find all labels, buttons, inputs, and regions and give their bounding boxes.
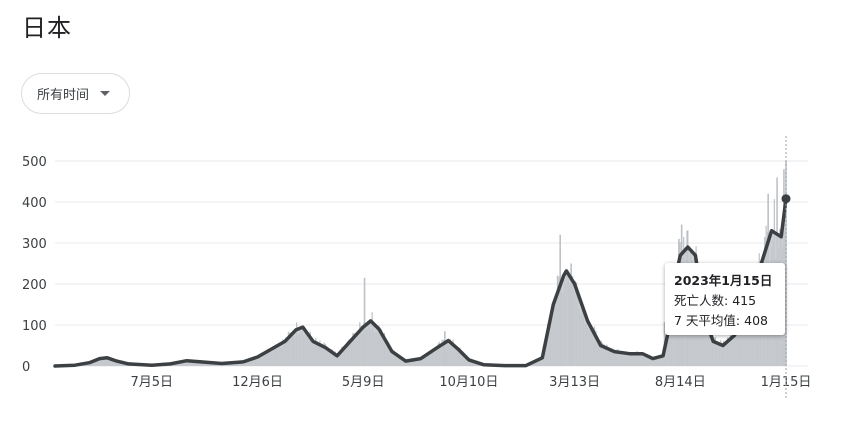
x-tick-label: 5月9日 (342, 375, 385, 390)
time-range-label: 所有时间 (37, 88, 90, 103)
x-tick-label: 3月13日 (549, 375, 600, 390)
average-area (55, 198, 786, 366)
y-tick-label: 200 (22, 278, 47, 293)
chart-tooltip: 2023年1月15日 死亡人数: 415 7 天平均值: 408 (665, 263, 785, 335)
tooltip-average-label: 7 天平均值: (674, 313, 745, 328)
tooltip-average: 7 天平均值: 408 (674, 311, 785, 331)
page-title: 日本 (22, 14, 72, 42)
x-tick-label: 7月5日 (131, 375, 174, 390)
tooltip-deaths-value: 415 (732, 293, 757, 308)
tooltip-deaths-label: 死亡人数: (674, 293, 733, 308)
x-tick-label: 8月14日 (655, 375, 706, 390)
caret-down-icon (100, 91, 111, 96)
hover-point (781, 194, 791, 204)
y-tick-label: 100 (22, 319, 47, 334)
y-tick-label: 500 (22, 155, 47, 170)
y-tick-label: 0 (22, 360, 30, 375)
tooltip-deaths: 死亡人数: 415 (674, 291, 785, 311)
tooltip-date: 2023年1月15日 (674, 273, 773, 288)
average-line (53, 196, 788, 368)
x-tick-label: 12月6日 (232, 375, 283, 390)
y-tick-label: 400 (22, 196, 47, 211)
y-tick-label: 300 (22, 237, 47, 252)
x-tick-label: 10月10日 (439, 375, 498, 390)
tooltip-average-value: 408 (744, 313, 768, 328)
time-range-dropdown[interactable]: 所有时间 (21, 73, 130, 114)
x-tick-label: 1月15日 (761, 375, 812, 390)
